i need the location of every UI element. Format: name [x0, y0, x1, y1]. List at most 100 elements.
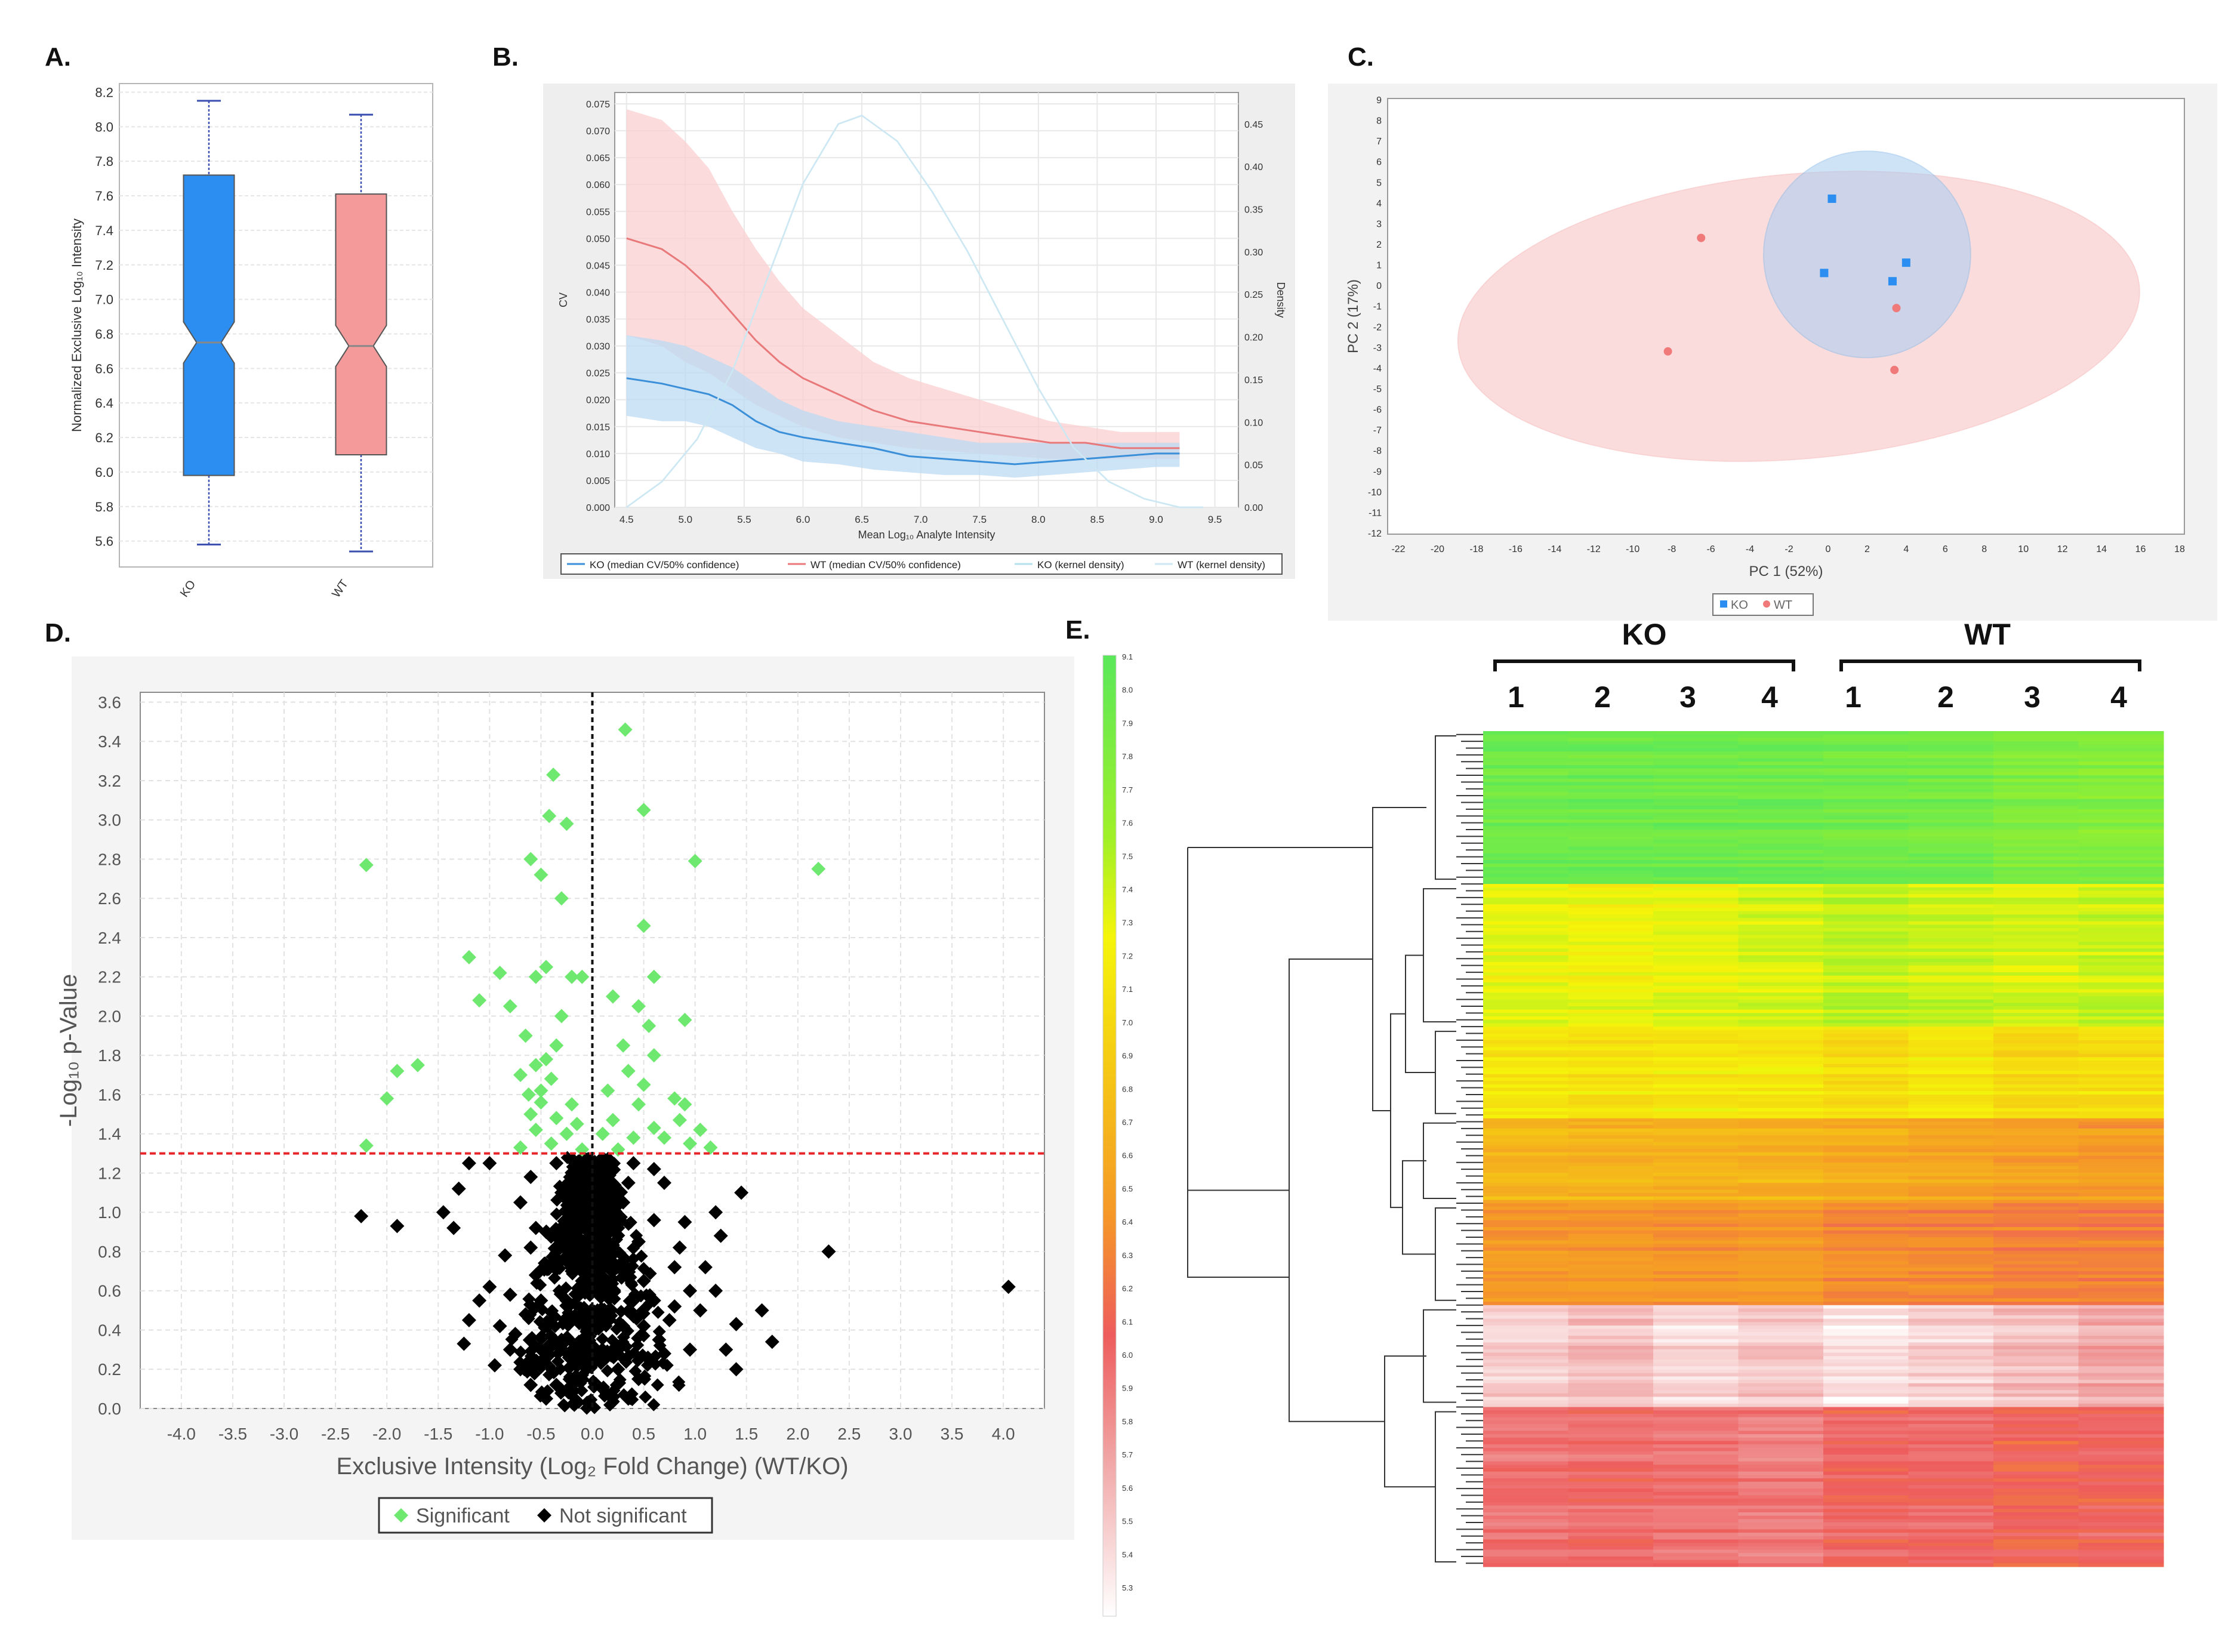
heatmap-cell — [1568, 1447, 1654, 1452]
heatmap-cell — [1823, 951, 1909, 956]
point-not-significant — [649, 1349, 662, 1363]
dendrogram-link — [1390, 1013, 1406, 1209]
heatmap-cell — [1908, 846, 1994, 850]
heatmap-cell — [2078, 1471, 2164, 1475]
heatmap-cell — [1738, 1057, 1824, 1061]
heatmap-cell — [1908, 1295, 1994, 1299]
heatmap-cell — [2078, 1203, 2164, 1207]
heatmap-cell — [1908, 754, 1994, 759]
heatmap-cell — [1823, 924, 1909, 929]
heatmap-cell — [1568, 1519, 1654, 1523]
y-tick-label: 3 — [1376, 219, 1382, 229]
heatmap-cell — [1823, 1216, 1909, 1221]
point-not-significant — [636, 1274, 651, 1289]
heatmap-cell — [1483, 1084, 1569, 1089]
heatmap-cell — [1653, 731, 1739, 735]
heatmap-cell — [1993, 843, 2079, 847]
heatmap-cell — [1483, 907, 1569, 912]
heatmap-cell — [2078, 1346, 2164, 1350]
heatmap-cell — [1908, 731, 1994, 735]
heatmap-cell — [1653, 738, 1739, 742]
heatmap-cell — [1823, 1016, 1909, 1021]
heatmap-cell — [1483, 1342, 1569, 1346]
heatmap-cell — [2078, 1247, 2164, 1252]
heatmap-cell — [1653, 1454, 1739, 1459]
heatmap-cell — [1483, 1071, 1569, 1075]
legend-swatch-not-significant — [537, 1508, 551, 1522]
heatmap-cell — [1908, 1125, 1994, 1129]
heatmap-cell — [1568, 1509, 1654, 1513]
heatmap-cell — [1483, 1064, 1569, 1068]
heatmap-cell — [1993, 1071, 2079, 1075]
heatmap-cell — [1738, 1145, 1824, 1149]
heatmap-cell — [1823, 1271, 1909, 1275]
heatmap-cell — [1823, 874, 1909, 878]
heatmap-cell — [1823, 1379, 1909, 1384]
point-wt — [1663, 347, 1672, 356]
point-not-significant — [625, 1278, 639, 1292]
y-tick-label: 2.4 — [98, 929, 121, 947]
heatmap-cell — [1738, 1461, 1824, 1465]
heatmap-cell — [1653, 1481, 1739, 1486]
x-tick-label: -4 — [1746, 544, 1754, 554]
heatmap-cell — [1568, 1420, 1654, 1425]
panel-label-e: E. — [1065, 615, 1090, 645]
heatmap-cell — [1653, 1230, 1739, 1234]
heatmap-cell — [1993, 1105, 2079, 1109]
heatmap-cell — [1568, 999, 1654, 1003]
heatmap-cell — [1738, 1050, 1824, 1055]
heatmap-cell — [1993, 1475, 2079, 1479]
point-significant — [523, 852, 538, 867]
heatmap-cell — [1568, 1192, 1654, 1197]
heatmap-cell — [1908, 1067, 1994, 1071]
heatmap-cell — [1738, 788, 1824, 793]
heatmap-cell — [1653, 1053, 1739, 1058]
heatmap-cell — [1483, 799, 1569, 803]
heatmap-cell — [1568, 1077, 1654, 1081]
heatmap-cell — [1823, 1115, 1909, 1119]
point-not-significant — [547, 1241, 561, 1255]
point-significant — [528, 969, 543, 984]
heatmap-cell — [1823, 1203, 1909, 1207]
heatmap-cell — [2078, 1383, 2164, 1387]
heatmap-cell — [1483, 802, 1569, 806]
heatmap-cell — [1823, 1499, 1909, 1503]
point-not-significant — [567, 1194, 581, 1208]
heatmap-cell — [1738, 1488, 1824, 1493]
heatmap-cell — [1653, 1142, 1739, 1146]
heatmap-cell — [1483, 1006, 1569, 1010]
y-tick-label: 6.6 — [95, 361, 113, 376]
heatmap-cell — [1738, 856, 1824, 861]
heatmap-cell — [1908, 972, 1994, 976]
heatmap-cell — [1908, 1155, 1994, 1160]
heatmap-cell — [1823, 1475, 1909, 1479]
heatmap-cell — [2078, 1226, 2164, 1231]
heatmap-cell — [1823, 1152, 1909, 1156]
heatmap-cell — [1483, 1533, 1569, 1537]
heatmap-cell — [1568, 1145, 1654, 1149]
heatmap-cell — [1908, 1543, 1994, 1547]
point-not-significant — [550, 1193, 564, 1207]
heatmap-cell — [1483, 1522, 1569, 1527]
heatmap-cell — [1653, 1465, 1739, 1469]
point-not-significant — [551, 1347, 565, 1361]
heatmap-cell — [1738, 1447, 1824, 1452]
heatmap-cell — [1568, 1081, 1654, 1085]
heatmap-cell — [1483, 1176, 1569, 1180]
heatmap-cell — [1738, 1159, 1824, 1163]
heatmap-cell — [2078, 850, 2164, 854]
heatmap-cell — [2078, 969, 2164, 973]
heatmap-cell — [1908, 856, 1994, 861]
dendrogram-branch — [1423, 1309, 1456, 1403]
heatmap-cell — [1823, 826, 1909, 830]
heatmap-cell — [1908, 1254, 1994, 1258]
heatmap-cell — [1483, 1457, 1569, 1462]
heatmap-cell — [1908, 1352, 1994, 1357]
row-dendrogram — [1187, 733, 1483, 1564]
heatmap-cell — [1568, 961, 1654, 966]
heatmap-cell — [1908, 1478, 1994, 1483]
heatmap-cell — [2078, 1047, 2164, 1051]
heatmap-cell — [1653, 792, 1739, 796]
heatmap-cell — [1908, 1363, 1994, 1367]
heatmap-cell — [1483, 1553, 1569, 1557]
